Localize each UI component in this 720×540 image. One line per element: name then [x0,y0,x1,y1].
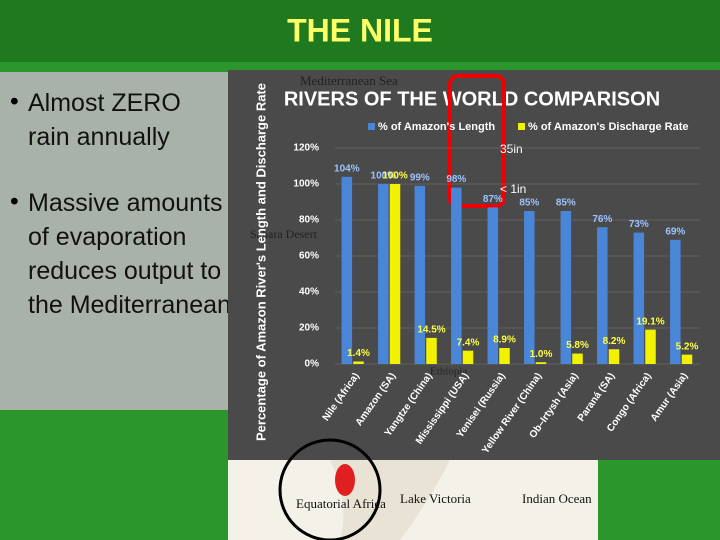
bar [633,232,645,364]
bar [670,239,681,364]
bar [389,184,401,364]
annotation: 35in [500,142,523,156]
value-label: 76% [592,214,612,225]
legend-label: % of Amazon's Length [378,121,495,133]
bar [524,211,535,364]
y-tick-label: 0% [305,359,320,370]
bar [560,211,572,364]
legend-label: % of Amazon's Discharge Rate [528,121,689,133]
bar [426,337,437,364]
bar [414,185,426,364]
bar [645,329,656,364]
value-label: 100% [371,171,397,182]
value-label: 19.1% [636,316,664,327]
value-label: 1.4% [347,348,370,359]
map-label: Sahara Desert [250,227,318,241]
bar [499,347,510,364]
value-label: 100% [382,171,408,182]
circle [278,438,382,540]
bar [341,176,353,364]
bar [572,353,583,364]
value-label: 14.5% [417,325,445,336]
value-label: 5.2% [676,341,699,352]
map-label: Mediterranean Sea [300,73,398,88]
y-axis-title: Percentage of Amazon River's Length and … [253,83,268,441]
bar [535,362,547,364]
slide-title: THE NILE [287,12,433,48]
region [335,464,355,496]
bullet: Massive amounts of evaporation reduces o… [28,189,231,319]
map-label: Ethiopia [430,366,467,378]
y-tick-label: 60% [299,251,319,262]
value-label: 104% [334,163,360,174]
value-label: 87% [483,194,503,205]
map-label: Indian Ocean [522,491,592,506]
bullet-box: Massive amounts of evaporation reduces o… [28,189,231,319]
bullet: Almost ZERO rain annually [28,89,181,151]
value-label: 98% [446,174,466,185]
y-tick-label: 100% [293,179,319,190]
bar [462,350,474,364]
y-tick-label: 120% [293,143,319,154]
value-label: 69% [665,226,685,237]
bar [487,207,499,364]
text-box [0,72,232,410]
value-label: 8.2% [603,336,626,347]
bar [597,227,608,364]
bar [378,184,389,364]
value-label: 99% [410,172,430,183]
bullet-dot: • [10,88,19,116]
bullet-dot: • [10,188,19,216]
annotation: < 1in [500,182,526,196]
value-label: 73% [629,219,649,230]
chart-title: RIVERS OF THE WORLD COMPARISON [284,88,660,110]
value-label: 85% [519,198,539,209]
value-label: 7.4% [457,337,480,348]
highlight [448,74,506,208]
value-label: 1.0% [530,349,553,360]
y-tick-label: 20% [299,323,319,334]
legend-swatch [518,123,525,130]
map-label: Lake Victoria [400,491,471,506]
bar [353,361,364,364]
legend-swatch [368,123,375,130]
bar [681,354,693,364]
title-band [0,0,720,62]
value-label: 5.8% [566,340,589,351]
bar [608,349,620,364]
bullet-box: Almost ZERO rain annually [28,89,181,151]
map-label: Equatorial Africa [296,496,386,511]
land [330,460,450,540]
y-tick-label: 80% [299,215,319,226]
value-label: 85% [556,198,576,209]
bar [451,187,462,364]
value-label: 8.9% [493,335,516,346]
y-tick-label: 40% [299,287,319,298]
